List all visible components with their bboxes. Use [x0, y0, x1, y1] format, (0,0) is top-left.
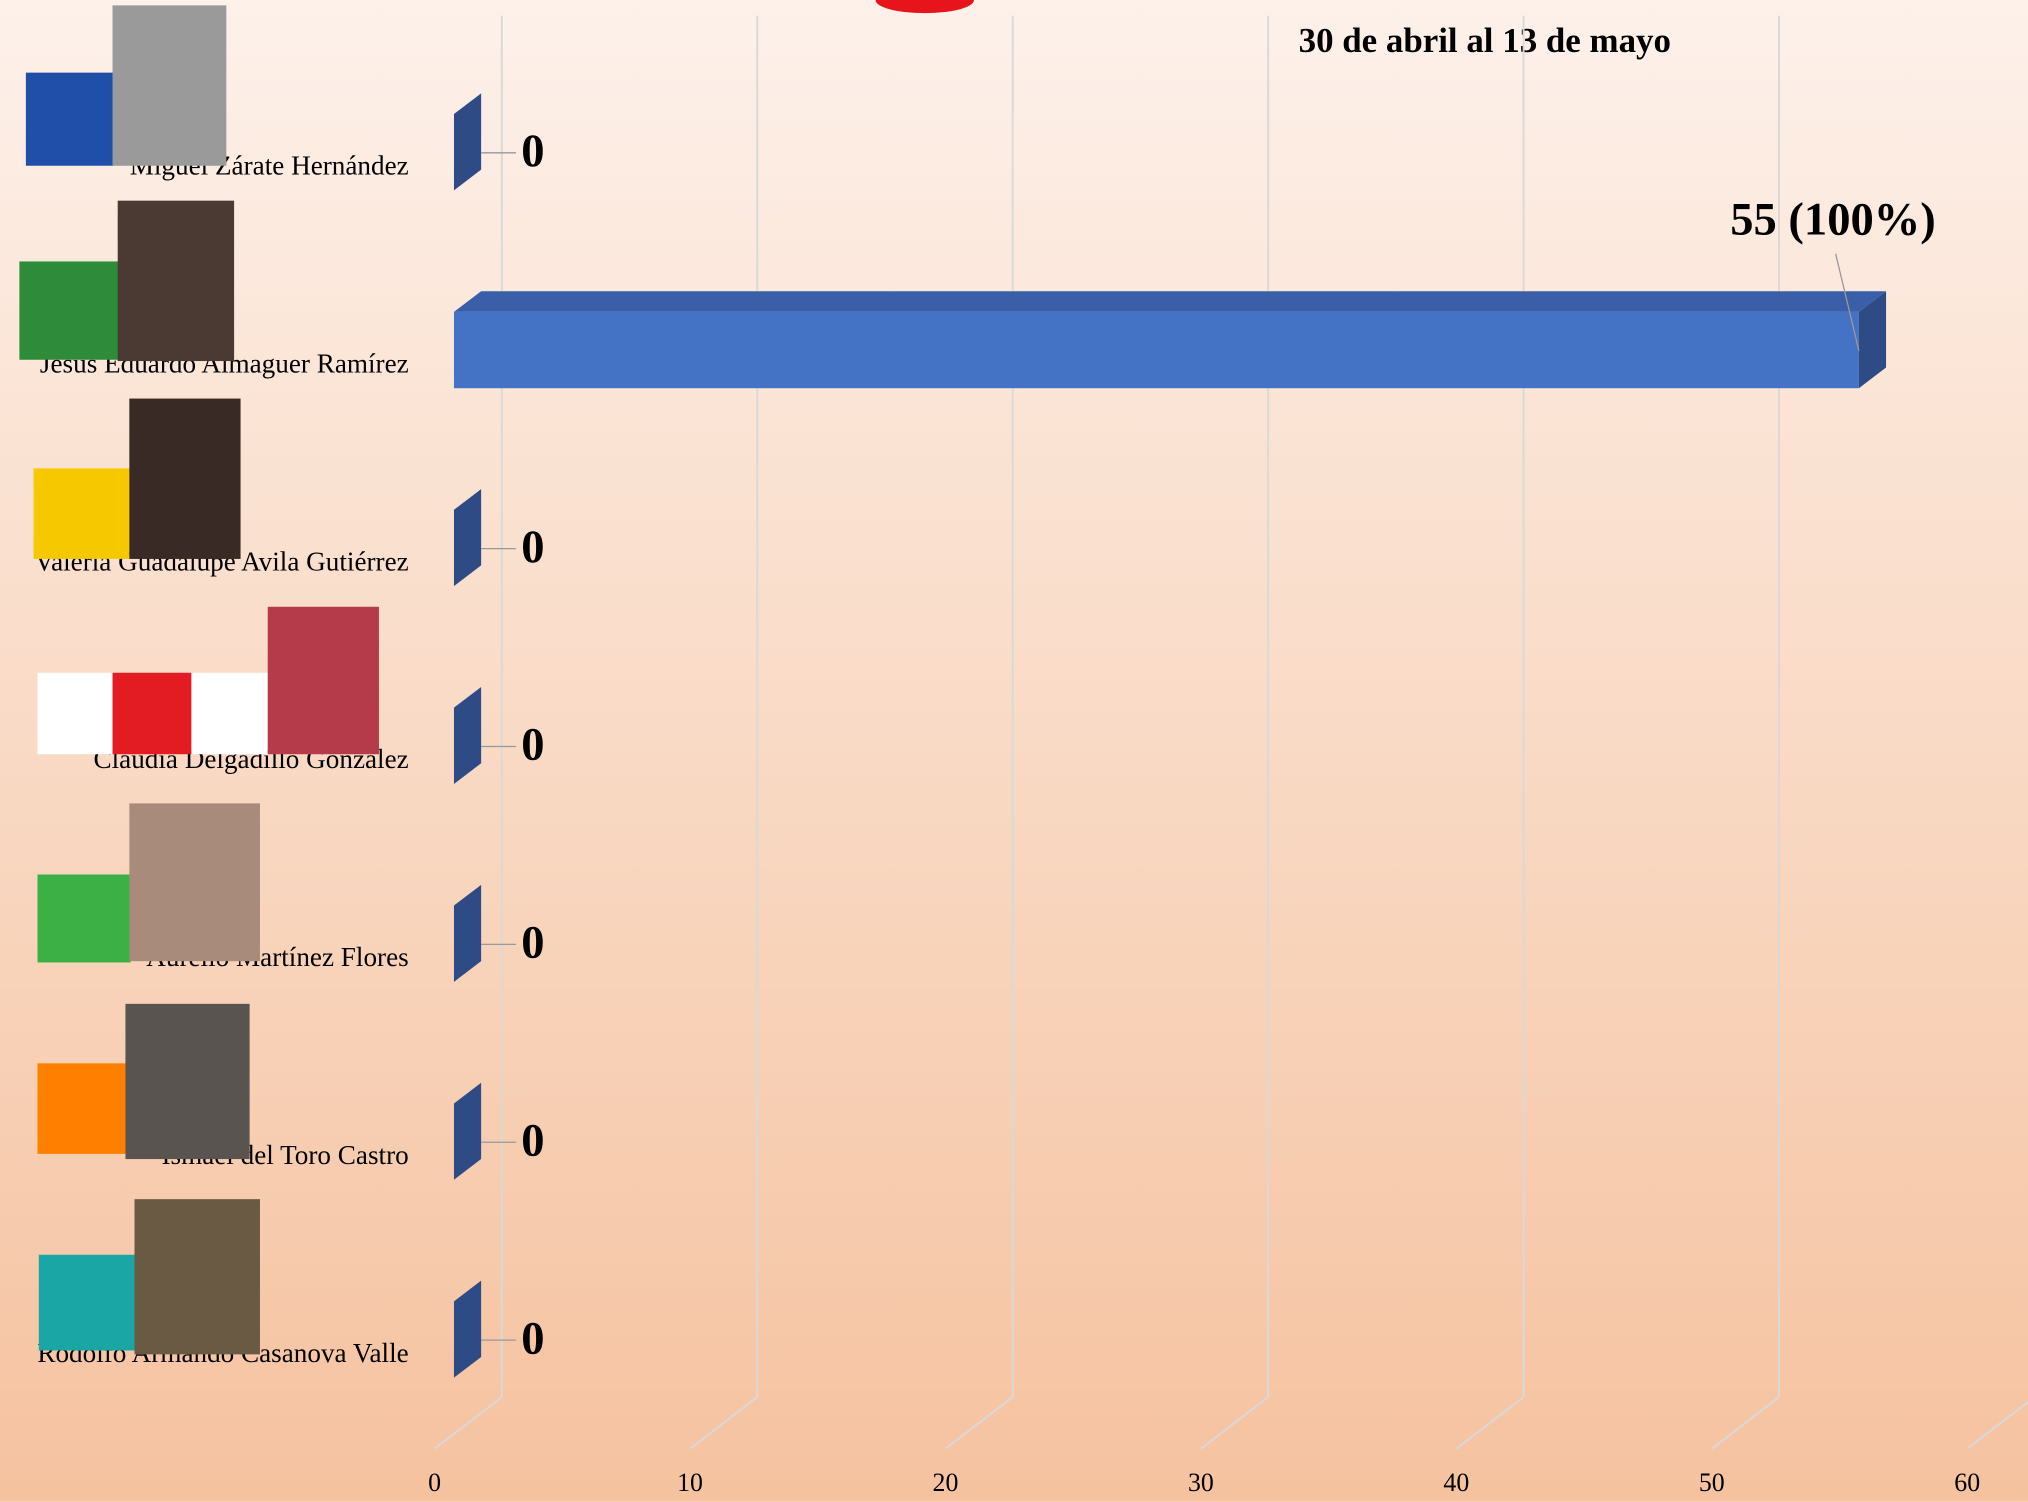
data-label: 55 (100%)	[1730, 195, 1936, 246]
data-label: 0	[521, 720, 544, 771]
x-tick-label: 40	[1443, 1468, 1469, 1497]
data-label: 0	[521, 522, 544, 573]
party-logo	[113, 673, 192, 754]
party-logo	[34, 468, 130, 559]
x-tick-label: 60	[1954, 1468, 1980, 1497]
party-logo	[38, 673, 113, 754]
chart: 30 de abril al 13 de mayo 0102030405060M…	[0, 0, 2028, 1502]
bar	[454, 312, 1859, 388]
party-logo	[39, 1255, 136, 1351]
subtitle: 30 de abril al 13 de mayo	[1299, 21, 1671, 60]
bar-group	[454, 291, 1886, 388]
data-label: 0	[521, 1313, 544, 1364]
x-tick-label: 50	[1699, 1468, 1725, 1497]
candidate-photo	[113, 5, 227, 165]
bar-top	[454, 291, 1886, 312]
data-label: 0	[521, 126, 544, 177]
candidate-photo	[125, 1004, 249, 1159]
candidate-photo	[268, 607, 379, 754]
x-tick-label: 0	[428, 1468, 441, 1497]
candidate-photo	[129, 399, 240, 559]
party-logo	[19, 261, 120, 359]
candidate-photo	[135, 1199, 260, 1354]
data-label: 0	[521, 1116, 544, 1167]
x-tick-label: 20	[933, 1468, 959, 1497]
x-tick-label: 10	[677, 1468, 703, 1497]
party-logo	[26, 73, 114, 166]
party-logo	[191, 673, 267, 754]
candidate-photo	[129, 803, 260, 961]
data-label: 0	[521, 918, 544, 969]
party-logo	[38, 875, 131, 963]
x-tick-label: 30	[1188, 1468, 1214, 1497]
candidate-photo	[118, 201, 234, 361]
party-logo	[38, 1063, 129, 1154]
